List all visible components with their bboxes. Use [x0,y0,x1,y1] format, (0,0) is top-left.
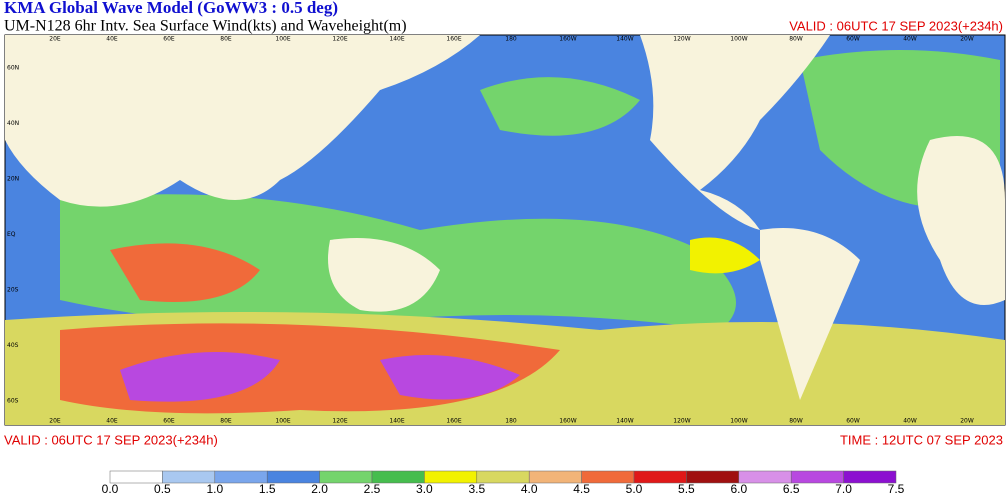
lon-label-top: 40W [903,36,917,43]
wave-band [480,77,640,136]
lat-label: EQ [7,231,16,238]
colorbar-bin [843,470,897,484]
lon-label-top: 20W [960,36,974,43]
lat-label: 60S [7,398,19,405]
lon-label-bottom: 100W [730,418,747,425]
map [4,34,1006,426]
lon-label-bottom: 40E [106,418,118,425]
lon-label-top: 60W [846,36,860,43]
lat-label: 40S [7,342,19,349]
lon-label-bottom: 80E [220,418,232,425]
wave-band [380,355,520,400]
lon-label-bottom: 160E [446,418,461,425]
subtitle: UM-N128 6hr Intv. Sea Surface Wind(kts) … [4,18,407,35]
lon-label-top: 20E [49,36,61,43]
colorbar-label: 3.5 [468,482,485,496]
colorbar-label: 3.0 [416,482,433,496]
lon-label-top: 180 [505,36,517,43]
colorbar-label: 1.5 [259,482,276,496]
lon-label-bottom: 20E [49,418,61,425]
colorbar-label: 7.5 [888,482,905,496]
lon-label-top: 80W [789,36,803,43]
lat-label: 20N [7,176,19,183]
lon-label-bottom: 40W [903,418,917,425]
lon-label-top: 140E [389,36,404,43]
lon-label-top: 160W [559,36,576,43]
colorbar-label: 2.0 [311,482,328,496]
lon-label-bottom: 60E [163,418,175,425]
land [5,35,480,207]
wave-band [110,243,260,302]
wave-band [120,352,280,402]
colorbar-label: 7.0 [835,482,852,496]
lon-label-bottom: 60W [846,418,860,425]
lon-label-top: 100W [730,36,747,43]
lon-label-top: 160E [446,36,461,43]
colorbar-label: 4.0 [521,482,538,496]
lon-label-top: 40E [106,36,118,43]
lat-label: 20S [7,287,19,294]
colorbar-label: 0.0 [102,482,119,496]
lon-label-top: 60E [163,36,175,43]
colorbar-label: 1.0 [206,482,223,496]
colorbar-label: 6.0 [730,482,747,496]
land [917,136,1005,305]
lon-label-bottom: 140E [389,418,404,425]
wave-band [690,237,760,274]
colorbar-label: 4.5 [573,482,590,496]
lon-label-bottom: 20W [960,418,974,425]
lon-label-bottom: 120W [673,418,690,425]
lon-label-bottom: 140W [616,418,633,425]
title: KMA Global Wave Model (GoWW3 : 0.5 deg) [4,0,338,17]
lon-label-top: 120E [332,36,347,43]
colorbar-label: 5.0 [626,482,643,496]
colorbar-label: 0.5 [154,482,171,496]
valid-top: VALID : 06UTC 17 SEP 2023(+234h) [789,18,1003,33]
valid-bottom: VALID : 06UTC 17 SEP 2023(+234h) [4,432,218,447]
lon-label-bottom: 80W [789,418,803,425]
land [328,238,440,312]
lat-label: 60N [7,65,19,72]
lon-label-top: 140W [616,36,633,43]
lon-label-bottom: 160W [559,418,576,425]
colorbar-label: 6.5 [783,482,800,496]
lon-label-top: 120W [673,36,690,43]
lon-label-top: 100E [275,36,290,43]
lon-label-bottom: 100E [275,418,290,425]
lon-label-bottom: 180 [505,418,517,425]
lon-label-top: 80E [220,36,232,43]
land [640,35,830,230]
land [760,228,860,400]
lon-label-bottom: 120E [332,418,347,425]
lat-label: 40N [7,120,19,127]
colorbar-label: 5.5 [678,482,695,496]
colorbar-label: 2.5 [364,482,381,496]
time: TIME : 12UTC 07 SEP 2023 [840,432,1003,447]
